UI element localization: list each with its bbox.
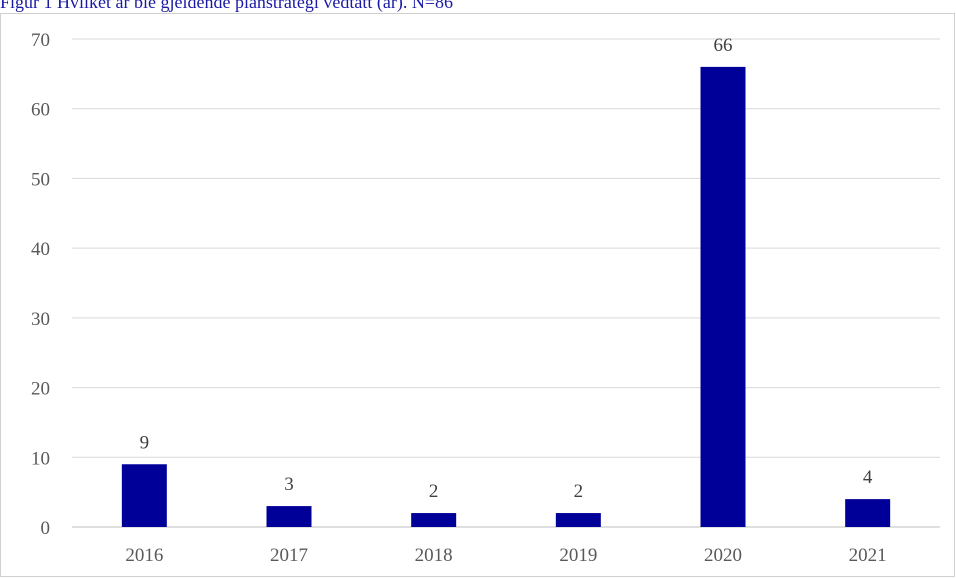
bar-2020 [700, 66, 746, 527]
data-label: 2 [574, 481, 584, 502]
y-tick-label: 20 [31, 379, 50, 400]
x-tick-label: 2021 [849, 545, 887, 566]
gridlines [72, 38, 940, 458]
x-tick-label: 2016 [125, 545, 163, 566]
bar-2018 [411, 513, 457, 527]
bar-2017 [266, 506, 312, 527]
data-label: 2 [429, 481, 439, 502]
x-tick-label: 2019 [559, 545, 597, 566]
data-label: 3 [284, 474, 294, 495]
y-tick-label: 30 [31, 309, 50, 330]
x-axis-ticks: 2016 2017 2018 2019 2020 2021 [125, 545, 886, 566]
y-tick-label: 0 [41, 518, 51, 539]
chart-frame [0, 13, 955, 577]
chart-caption: Figur 1 Hvilket år ble gjeldende planstr… [0, 0, 454, 12]
x-tick-label: 2018 [415, 545, 453, 566]
x-tick-label: 2020 [704, 545, 742, 566]
bar-2016 [121, 464, 167, 527]
data-label: 66 [714, 35, 733, 56]
x-tick-label: 2017 [270, 545, 308, 566]
y-tick-label: 70 [31, 30, 50, 51]
bars [121, 66, 891, 527]
y-tick-label: 60 [31, 100, 50, 121]
y-tick-label: 10 [31, 448, 50, 469]
bar-2021 [845, 499, 891, 527]
y-axis-ticks: 0 10 20 30 40 50 60 70 [31, 30, 50, 539]
data-label: 9 [140, 432, 150, 453]
data-labels: 9 3 2 2 66 4 [140, 35, 873, 502]
data-label: 4 [863, 467, 873, 488]
y-tick-label: 40 [31, 239, 50, 260]
y-tick-label: 50 [31, 169, 50, 190]
bar-2019 [555, 513, 601, 527]
